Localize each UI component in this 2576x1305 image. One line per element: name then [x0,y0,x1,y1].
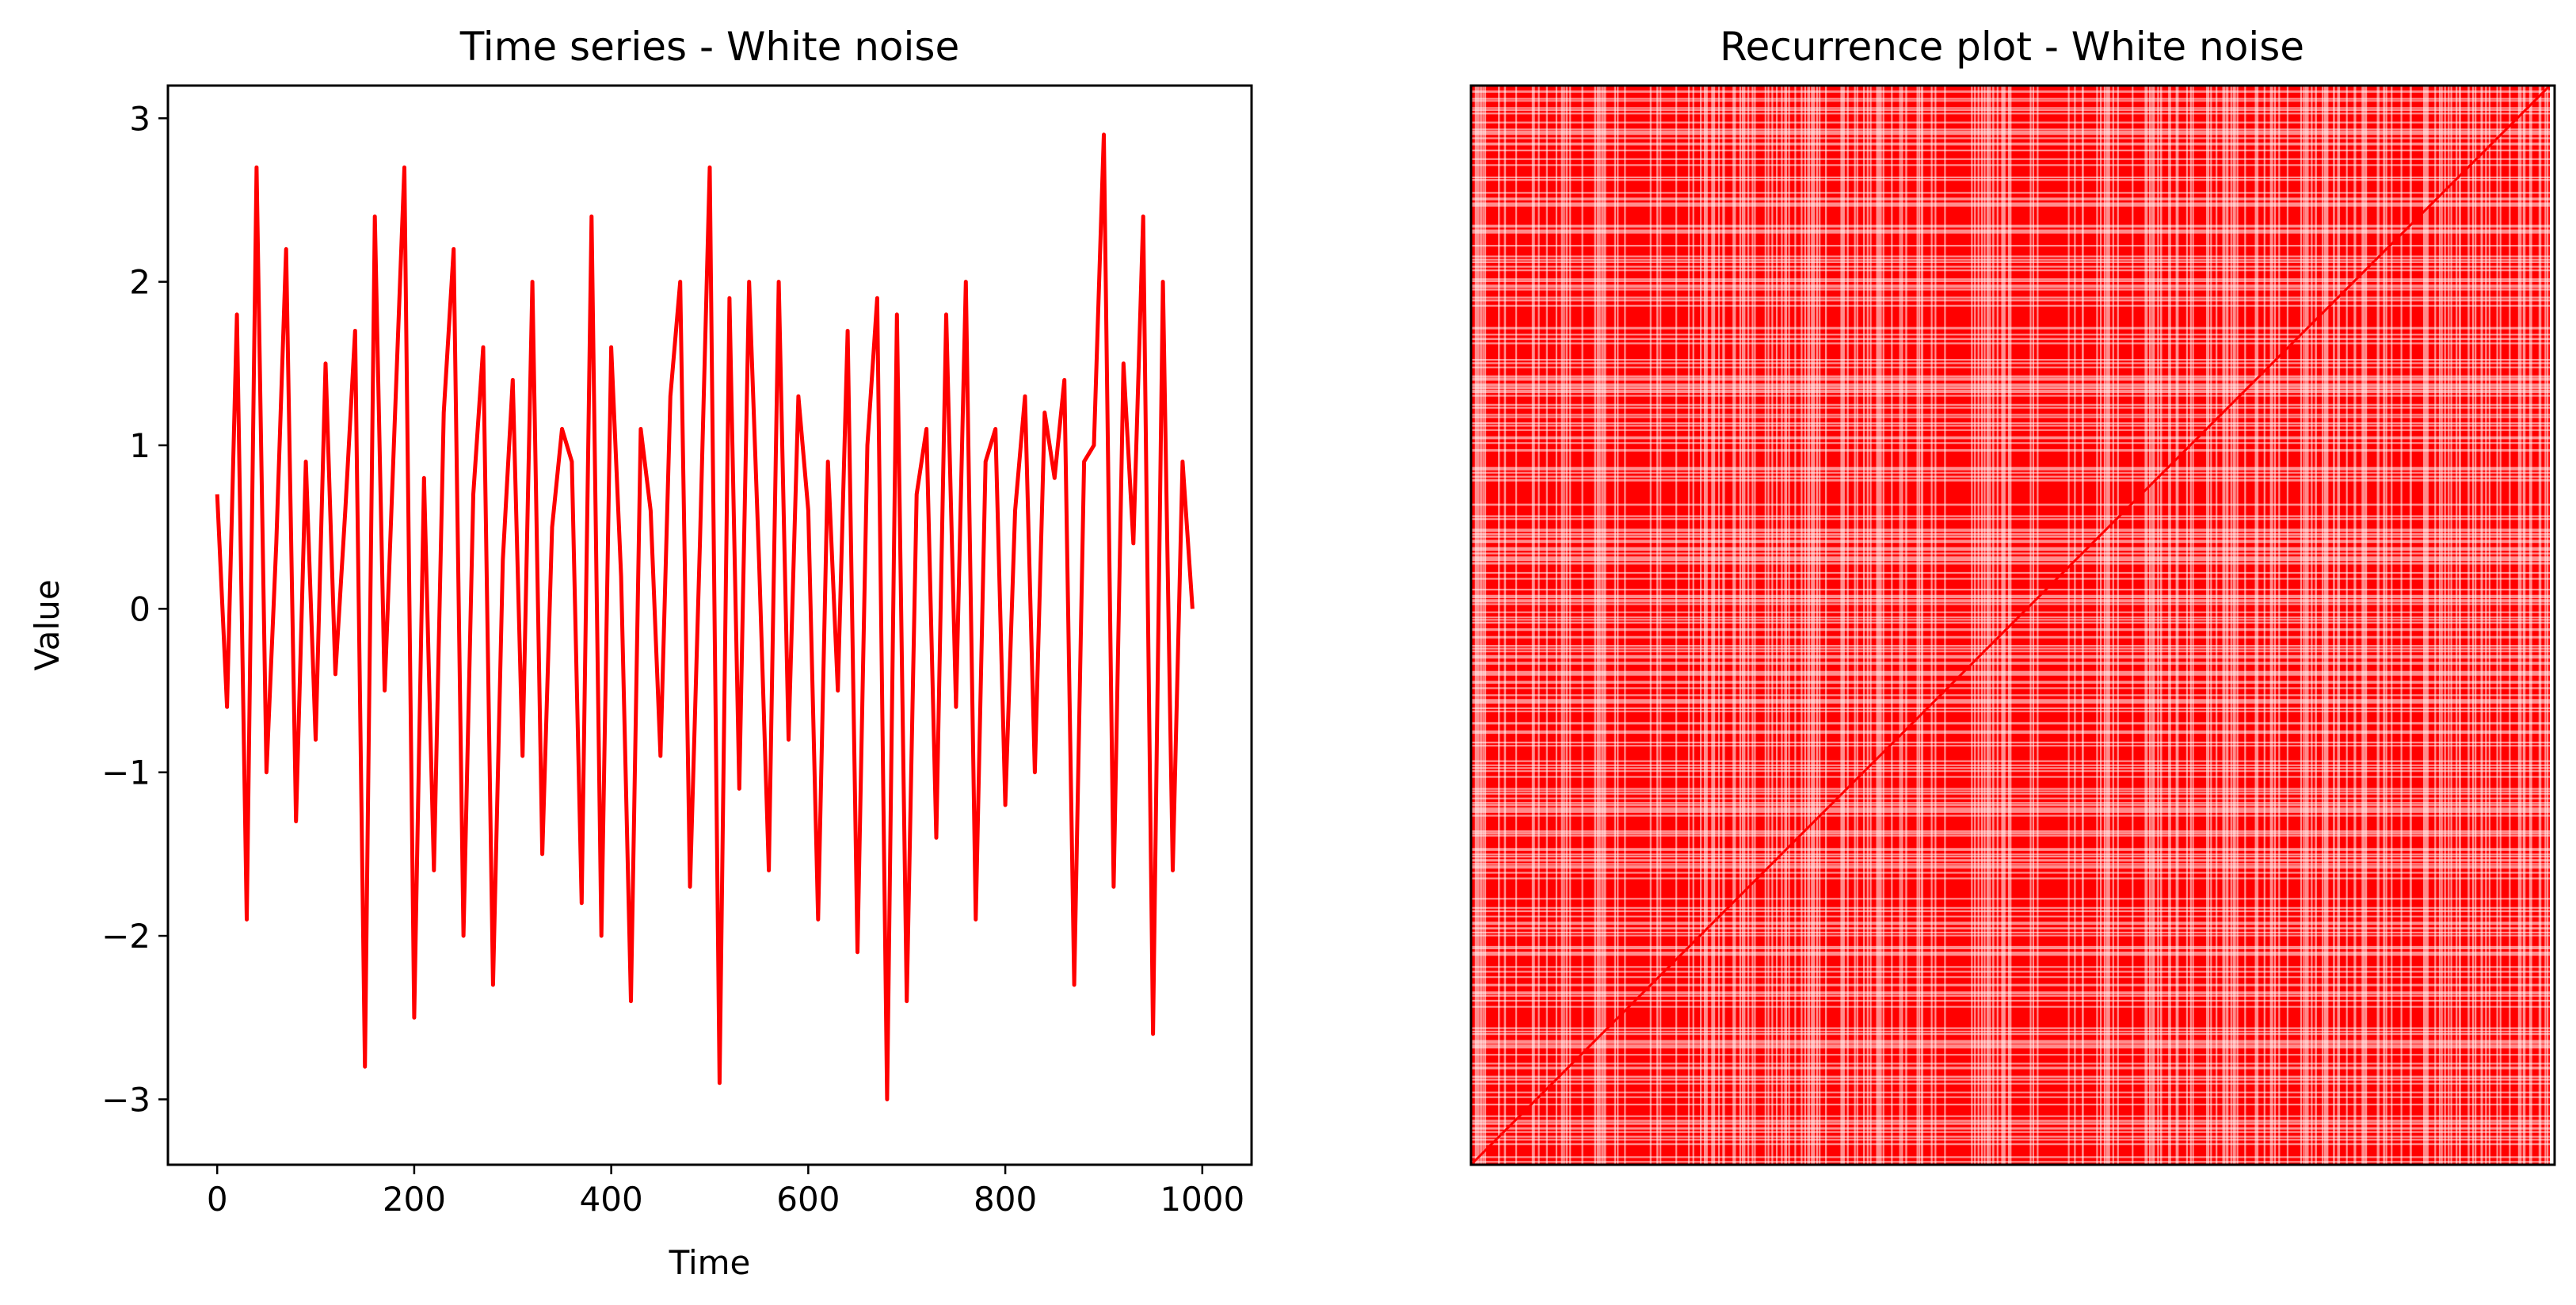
time-series-title: Time series - White noise [459,24,959,70]
y-tick-label: −3 [101,1080,151,1119]
x-tick-label: 1000 [1160,1180,1244,1219]
y-tick-label: 3 [129,99,151,138]
x-tick-label: 400 [580,1180,643,1219]
y-tick-label: 2 [129,263,151,302]
time-series-x-ticks: 0 200 400 600 800 1000 [207,1165,1244,1219]
y-tick-label: 1 [129,426,151,465]
time-series-y-ticks: −3 −2 −1 0 1 2 3 [101,99,168,1119]
recurrence-plot-title: Recurrence plot - White noise [1720,24,2304,70]
heatmap-vertical-stripes [1474,86,2549,1165]
x-tick-label: 200 [383,1180,446,1219]
time-series-axes-frame [166,84,1253,1166]
series-line [215,132,1195,1101]
recurrence-plot-frame [1469,84,2556,1166]
y-tick-label: −1 [101,754,151,792]
recurrence-heatmap [1469,84,2551,1166]
recurrence-plot-chart: Recurrence plot - White noise [1469,24,2556,1166]
heatmap-horizontal-stripes [1471,90,2550,1163]
time-series-plot-area [215,132,1195,1101]
y-axis-label: Value [28,579,67,670]
x-tick-label: 600 [776,1180,840,1219]
x-tick-label: 800 [974,1180,1037,1219]
heatmap-diagonal [1469,84,2551,1166]
time-series-chart: Time series - White noise 0 200 400 600 800 1… [28,24,1253,1282]
y-tick-label: 0 [129,590,151,628]
x-tick-label: 0 [207,1180,228,1219]
x-axis-label: Time [669,1243,751,1282]
y-tick-label: −2 [101,917,151,956]
